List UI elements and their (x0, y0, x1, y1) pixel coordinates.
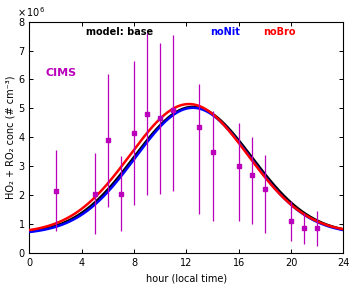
Text: noBro: noBro (263, 27, 296, 37)
Y-axis label: HO₂ + RO₂ conc (# cm⁻³): HO₂ + RO₂ conc (# cm⁻³) (6, 75, 16, 199)
Text: model: base: model: base (86, 27, 153, 37)
Text: $\times\,10^6$: $\times\,10^6$ (17, 5, 45, 19)
Text: noNit: noNit (210, 27, 240, 37)
Text: CIMS: CIMS (45, 68, 76, 78)
X-axis label: hour (local time): hour (local time) (146, 273, 227, 284)
